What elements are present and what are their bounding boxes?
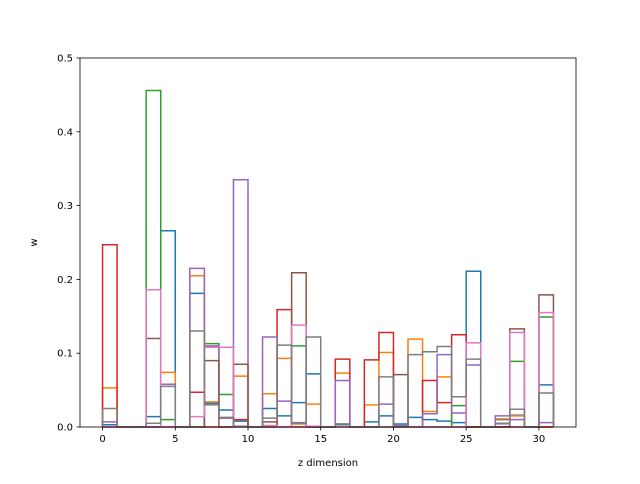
y-axis: 0.0 0.1 0.2 0.3 0.4 0.5 bbox=[57, 54, 80, 434]
x-tick-label: 10 bbox=[242, 434, 255, 445]
x-tick-label: 5 bbox=[172, 434, 178, 445]
y-tick-label: 0.2 bbox=[57, 275, 73, 286]
x-axis-label: z dimension bbox=[298, 458, 358, 469]
y-tick-label: 0.1 bbox=[57, 349, 73, 360]
x-tick-label: 0 bbox=[99, 434, 105, 445]
x-axis: 0 5 10 15 20 25 30 bbox=[99, 427, 545, 445]
axes-frame bbox=[79, 57, 577, 428]
x-tick-label: 25 bbox=[460, 434, 473, 445]
x-tick-label: 15 bbox=[314, 434, 327, 445]
y-axis-label: w bbox=[29, 238, 40, 246]
y-tick-label: 0.3 bbox=[57, 201, 73, 212]
y-tick-label: 0.5 bbox=[57, 54, 73, 65]
x-tick-label: 30 bbox=[533, 434, 546, 445]
y-tick-label: 0.0 bbox=[57, 423, 73, 434]
y-tick-label: 0.4 bbox=[57, 127, 73, 138]
x-tick-label: 20 bbox=[387, 434, 400, 445]
